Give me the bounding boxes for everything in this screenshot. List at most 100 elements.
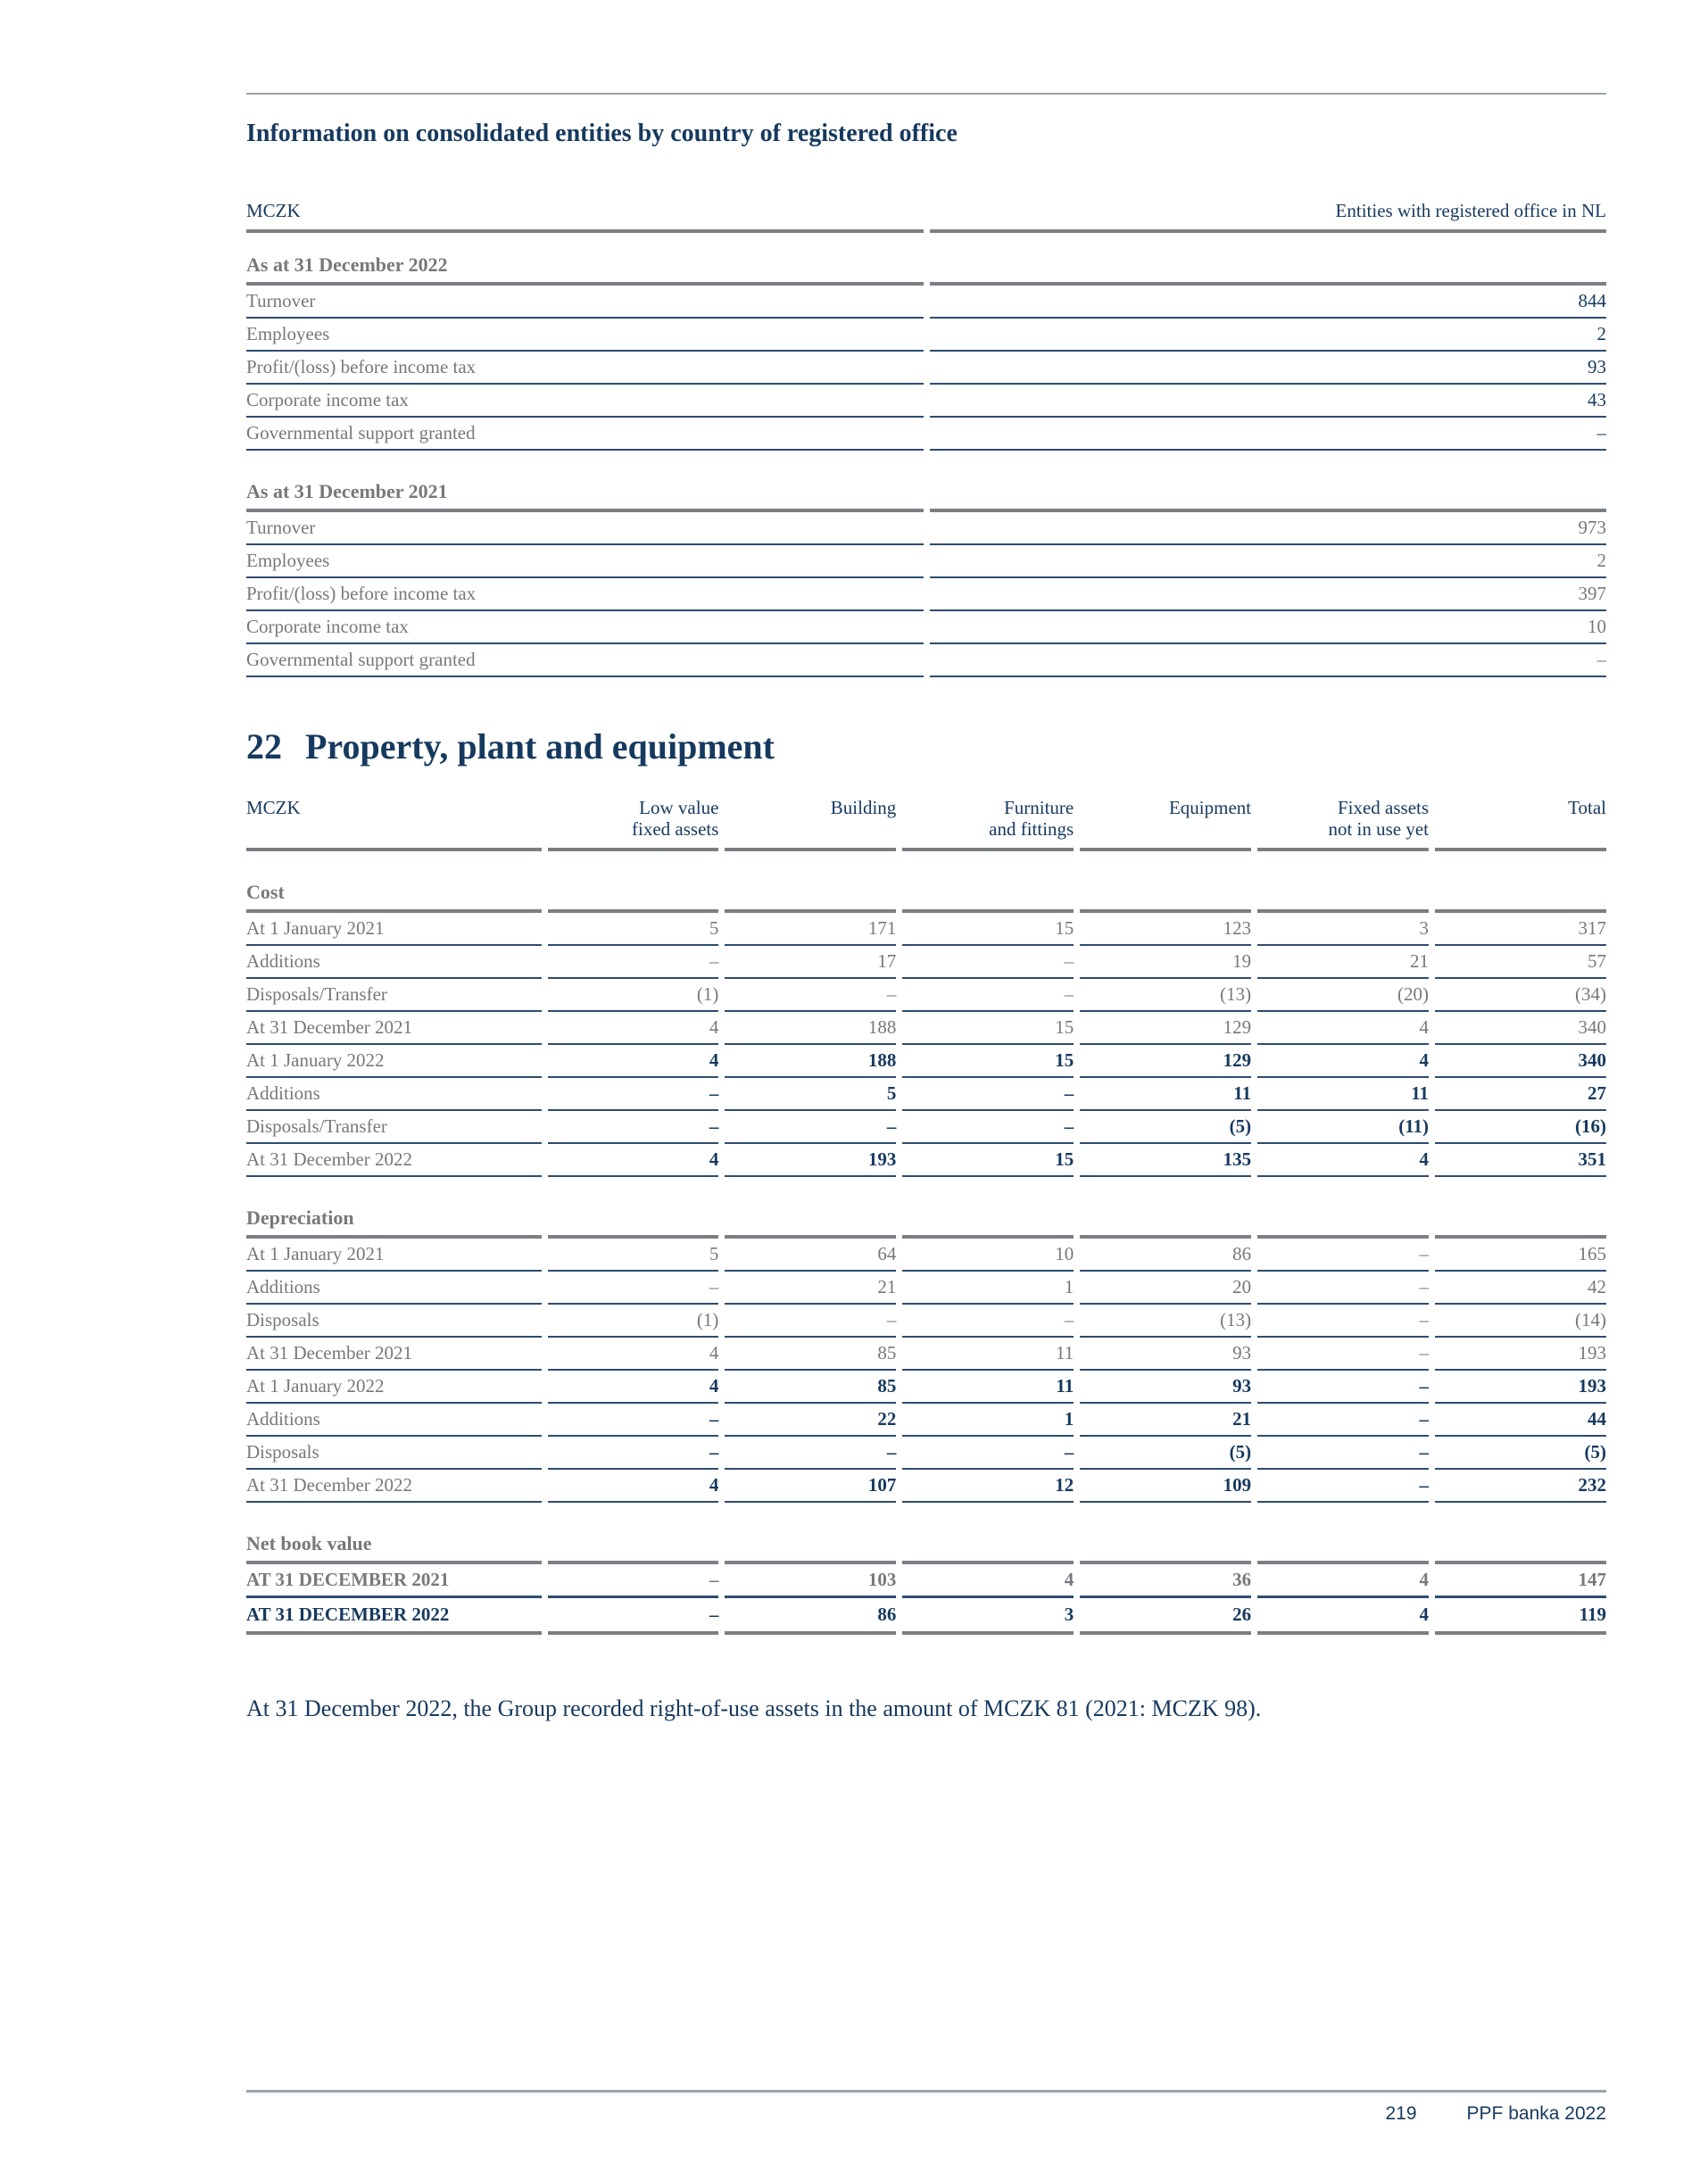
row-value: 5 (725, 1078, 897, 1111)
row-label: Turnover (246, 512, 924, 545)
row-value: 93 (1080, 1371, 1252, 1404)
table-row: Profit/(loss) before income tax 397 (246, 578, 1606, 611)
value-column-header: Entities with registered office in NL (929, 180, 1606, 233)
row-value: 15 (902, 1144, 1074, 1177)
row-label: AT 31 DECEMBER 2021 (246, 1564, 542, 1598)
row-value: 86 (1080, 1239, 1252, 1272)
row-value: 171 (725, 913, 897, 946)
row-value: 21 (1257, 946, 1430, 979)
col-header-low-value-fixed-assets: Low value fixed assets (547, 792, 719, 851)
group-header-depreciation: Depreciation (246, 1177, 1606, 1239)
row-value: (5) (1080, 1437, 1252, 1470)
row-label: At 1 January 2022 (246, 1371, 542, 1404)
table-row: Turnover 844 (246, 286, 1606, 319)
row-value: 15 (902, 1012, 1074, 1045)
row-value: 4 (547, 1045, 719, 1078)
table-row: At 1 January 2021 5 64 10 86–165 (246, 1239, 1606, 1272)
consolidated-entities-table: MCZK Entities with registered office in … (240, 180, 1613, 677)
row-label: Employees (246, 545, 924, 578)
row-label: Employees (246, 319, 924, 352)
note-paragraph: At 31 December 2022, the Group recorded … (246, 1695, 1262, 1721)
row-value: 11 (1257, 1078, 1430, 1111)
group-header-net-book-value: Net book value (246, 1503, 1606, 1564)
col-header-equipment: Equipment (1080, 792, 1252, 851)
row-value: 123 (1080, 913, 1252, 946)
table-row: Governmental support granted – (246, 418, 1606, 451)
table-row: Additions –22 1 21–44 (246, 1404, 1606, 1437)
block-title-rule (929, 470, 1606, 512)
row-value: 135 (1080, 1144, 1252, 1177)
group-rows-net-book-value: AT 31 DECEMBER 2021–103 4 36 4 147 AT 31 DECE… (246, 1564, 1606, 1635)
unit-label: MCZK (246, 180, 924, 233)
row-value: 15 (902, 913, 1074, 946)
row-value: 103 (725, 1564, 897, 1598)
row-value: 27 (1435, 1078, 1606, 1111)
row-value: – (1257, 1404, 1430, 1437)
page-number: 219 (1385, 2103, 1417, 2124)
block-title-rule (929, 233, 1606, 286)
row-value: – (547, 1078, 719, 1111)
row-value: 232 (1435, 1470, 1606, 1503)
row-value: 22 (725, 1404, 897, 1437)
table-row: Turnover 973 (246, 512, 1606, 545)
row-value: 4 (547, 1470, 719, 1503)
row-value: – (547, 1564, 719, 1598)
row-value: 1 (902, 1272, 1074, 1305)
row-value: – (902, 1437, 1074, 1470)
block-header-2021: As at 31 December 2021 (246, 451, 1606, 512)
row-value: – (547, 1272, 719, 1305)
row-label: Disposals/Transfer (246, 1111, 542, 1144)
row-value: 11 (1080, 1078, 1252, 1111)
row-label: At 1 January 2022 (246, 1045, 542, 1078)
top-divider (246, 93, 1606, 95)
row-value: 119 (1435, 1598, 1606, 1635)
table-row: At 31 December 2021 4 188 15 129 4 340 (246, 1012, 1606, 1045)
table-row: Disposals/Transfer – – – (5) (11) (16) (246, 1111, 1606, 1144)
row-value: 340 (1435, 1045, 1606, 1078)
row-value: – (1257, 1305, 1430, 1338)
row-value: 57 (1435, 946, 1606, 979)
row-label: At 31 December 2021 (246, 1338, 542, 1371)
row-value: 129 (1080, 1012, 1252, 1045)
row-value: 21 (1080, 1404, 1252, 1437)
row-value: 10 (929, 611, 1606, 644)
row-value: 36 (1080, 1564, 1252, 1598)
document-label: PPF banka 2022 (1466, 2103, 1606, 2124)
row-value: 3 (1257, 913, 1430, 946)
row-value: 193 (725, 1144, 897, 1177)
group-title: Depreciation (246, 1197, 542, 1239)
col-header-building: Building (725, 792, 897, 851)
row-value: 397 (929, 578, 1606, 611)
row-value: (16) (1435, 1111, 1606, 1144)
group-rows-depreciation: At 1 January 2021 5 64 10 86–165 Additions –21… (246, 1239, 1606, 1503)
row-value: (1) (547, 979, 719, 1012)
row-value: 11 (902, 1371, 1074, 1404)
page-footer: 219 PPF banka 2022 (246, 2090, 1606, 2125)
row-label: Additions (246, 1404, 542, 1437)
row-value: – (1257, 1338, 1430, 1371)
footer-text: 219 PPF banka 2022 (246, 2103, 1607, 2125)
row-value: – (547, 1111, 719, 1144)
row-value: – (1257, 1272, 1430, 1305)
row-value: – (902, 979, 1074, 1012)
page-content: Information on consolidated entities by … (246, 93, 1606, 1724)
row-value: (34) (1435, 979, 1606, 1012)
consolidated-table-header: MCZK Entities with registered office in … (246, 180, 1606, 233)
row-value: – (1257, 1371, 1430, 1404)
row-value: 129 (1080, 1045, 1252, 1078)
row-value: – (1257, 1470, 1430, 1503)
row-value: (5) (1435, 1437, 1606, 1470)
row-value: 15 (902, 1045, 1074, 1078)
row-value: 4 (1257, 1564, 1430, 1598)
row-value: 4 (547, 1144, 719, 1177)
table-row: Additions –5–11 11 27 (246, 1078, 1606, 1111)
row-value: 17 (725, 946, 897, 979)
row-label: Profit/(loss) before income tax (246, 578, 924, 611)
block-title: As at 31 December 2021 (246, 470, 924, 512)
table-row: Additions –17–19 21 57 (246, 946, 1606, 979)
row-value: (11) (1257, 1111, 1430, 1144)
group-title: Cost (246, 871, 542, 913)
group-header-cost: Cost (246, 851, 1606, 913)
row-value: (1) (547, 1305, 719, 1338)
row-label: Governmental support granted (246, 644, 924, 677)
